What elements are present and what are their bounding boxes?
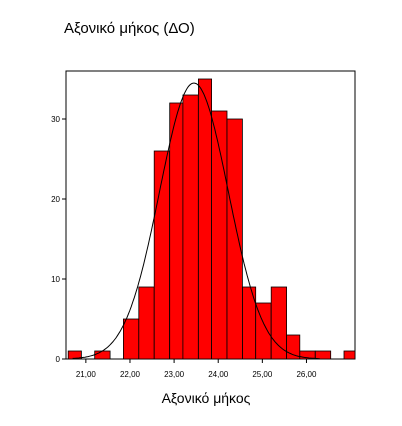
chart-title: Αξονικό μήκος (ΔΟ): [64, 20, 195, 37]
histogram-bar-0: [67, 350, 82, 360]
histogram-bar-7: [169, 102, 184, 360]
histogram-bar-17: [314, 350, 332, 360]
histogram-bar-11: [226, 118, 243, 360]
x-axis-label: Αξονικό μήκος: [162, 390, 251, 406]
axes-group: 0 10 20 30 21,00 22,00 23,00 24,00 25,00 26,00: [51, 115, 317, 379]
x-tick-label-3: 24,00: [208, 370, 229, 379]
histogram-bar-15: [286, 334, 301, 360]
normal-curve: [72, 82, 320, 360]
x-tick-label-0: 21,00: [76, 370, 97, 379]
x-tick-label-2: 23,00: [164, 370, 185, 379]
x-tick-label-5: 26,00: [296, 370, 317, 379]
y-tick-label-0: 0: [56, 355, 61, 364]
histogram-bar-19: [343, 350, 356, 360]
histogram-bar-9: [197, 78, 212, 360]
histogram-bar-14: [270, 286, 288, 360]
histogram-bar-4: [123, 318, 140, 360]
histogram-bar-8: [182, 94, 199, 360]
x-tick-label-1: 22,00: [120, 370, 141, 379]
histogram-bar-2: [94, 350, 111, 360]
x-tick-label-4: 25,00: [252, 370, 273, 379]
y-tick-label-1: 10: [51, 275, 60, 284]
y-tick-label-2: 20: [51, 195, 60, 204]
histogram-bar-5: [138, 286, 155, 360]
bars-group: [67, 78, 356, 360]
y-tick-label-3: 30: [51, 115, 60, 124]
